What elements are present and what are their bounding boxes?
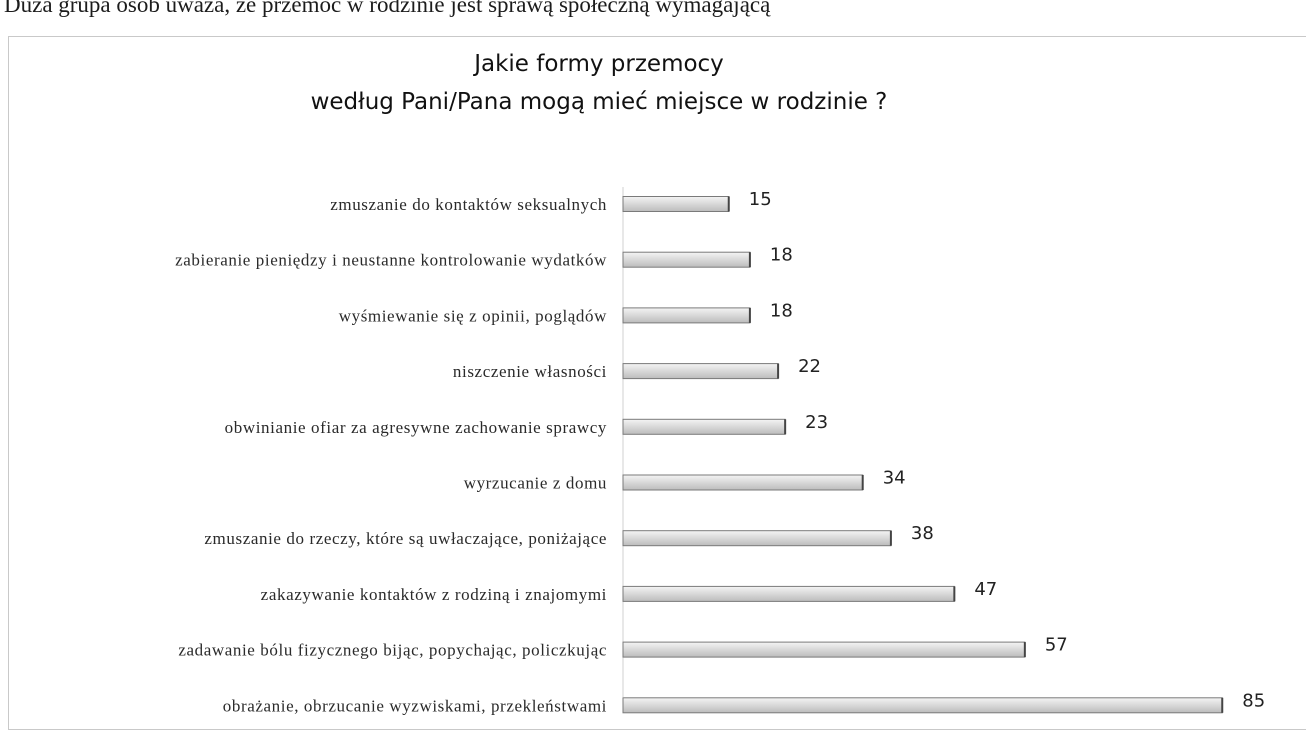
bar — [622, 641, 1026, 658]
bar — [622, 307, 751, 324]
category-label: zmuszanie do rzeczy, które są uwłaczając… — [204, 529, 607, 548]
bar — [622, 196, 730, 212]
document-top-text: Duża grupa osób uważa, że przemoc w rodz… — [4, 0, 771, 17]
category-label: zadawanie bólu fizycznego bijąc, popycha… — [178, 641, 607, 660]
category-label: wyrzucanie z domu — [464, 474, 607, 493]
bars-group: zmuszanie do kontaktów seksualnych 15 zabi… — [175, 189, 1265, 715]
value-label: 23 — [805, 412, 828, 433]
value-label: 57 — [1045, 635, 1068, 656]
bar — [622, 363, 779, 380]
value-label: 85 — [1242, 690, 1265, 711]
bar — [622, 474, 864, 491]
bar — [622, 418, 786, 435]
chart-frame: Jakie formy przemocy według Pani/Pana mo… — [8, 36, 1306, 730]
category-label: wyśmiewanie się z opinii, poglądów — [339, 306, 607, 325]
category-label: obrażanie, obrzucanie wyzwiskami, przekl… — [223, 696, 607, 715]
value-label: 18 — [770, 300, 793, 321]
value-label: 34 — [883, 468, 906, 489]
category-label: zmuszanie do kontaktów seksualnych — [330, 195, 607, 214]
bar — [622, 530, 892, 547]
bar-chart: Jakie formy przemocy według Pani/Pana mo… — [175, 51, 1265, 715]
category-label: zakazywanie kontaktów z rodziną i znajom… — [261, 585, 607, 604]
value-label: 38 — [911, 523, 934, 544]
chart-subtitle: według Pani/Pana mogą mieć miejsce w rod… — [311, 89, 888, 115]
value-label: 47 — [974, 579, 997, 600]
chart-title: Jakie formy przemocy — [472, 51, 724, 77]
bar — [622, 251, 751, 268]
category-label: niszczenie własności — [453, 362, 607, 381]
value-label: 18 — [770, 245, 793, 266]
bar — [622, 697, 1223, 714]
category-label: obwinianie ofiar za agresywne zachowanie… — [225, 418, 607, 437]
value-label: 15 — [749, 189, 772, 210]
category-label: zabieranie pieniędzy i neustanne kontrol… — [175, 251, 607, 270]
value-label: 22 — [798, 356, 821, 377]
bar — [622, 585, 955, 602]
